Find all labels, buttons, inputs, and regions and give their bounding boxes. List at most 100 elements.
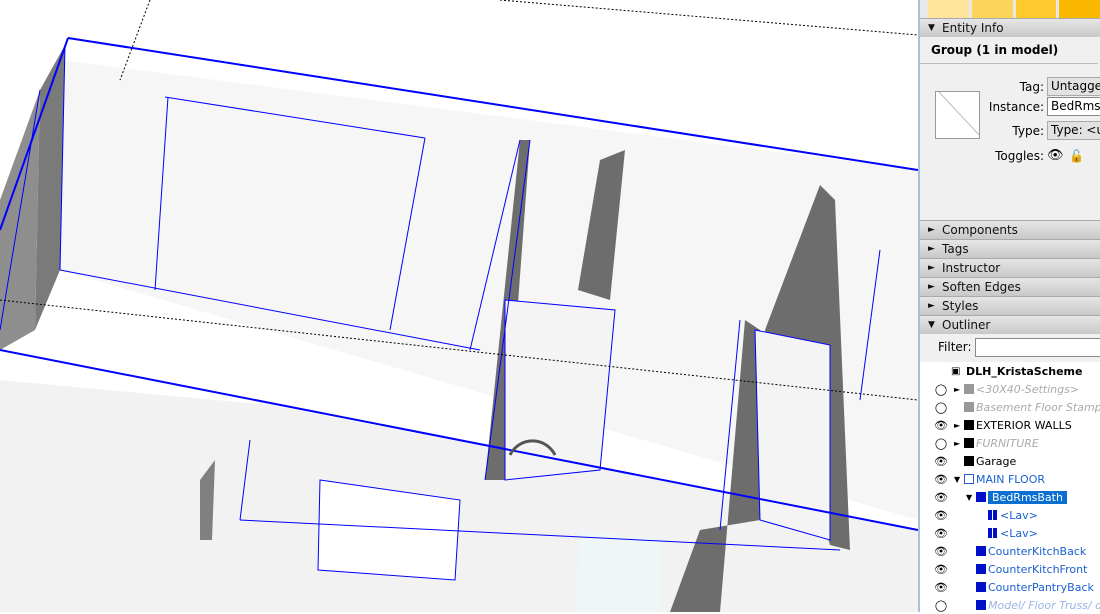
- default-tray: ▼ Entity Info Group (1 in model) Tag: Unta…: [918, 0, 1100, 612]
- outliner-item-label: CounterKitchFront: [988, 562, 1088, 576]
- outliner-item-label: Model/ Floor Truss/ data: [988, 598, 1100, 612]
- model-name: DLH_KristaScheme: [966, 364, 1083, 378]
- instance-label: Instance:: [988, 99, 1044, 114]
- outliner-item[interactable]: ◯ Model/ Floor Truss/ data: [920, 596, 1100, 614]
- type-label: Type:: [1012, 123, 1044, 138]
- swatch[interactable]: [928, 0, 969, 18]
- outliner-item[interactable]: 👁 <Lav>: [920, 506, 1100, 524]
- entity-info-header[interactable]: ▼ Entity Info: [920, 18, 1100, 37]
- tray-components[interactable]: ► Components: [920, 220, 1100, 239]
- expand-triangle-icon: ►: [928, 244, 935, 254]
- outliner-item-label: CounterPantryBack: [988, 580, 1094, 594]
- group-blue-icon: [976, 492, 986, 502]
- group-icon: [964, 456, 974, 466]
- collapsed-triangle-icon[interactable]: ►: [954, 384, 961, 394]
- component-locked-icon: [964, 384, 974, 394]
- model-drawing: [0, 0, 918, 612]
- eye-icon[interactable]: 👁: [934, 526, 948, 540]
- tag-label: Tag:: [1019, 79, 1044, 94]
- tray-tags[interactable]: ► Tags: [920, 239, 1100, 258]
- tray-soften-edges[interactable]: ► Soften Edges: [920, 277, 1100, 296]
- lock-icon[interactable]: 🔓: [1069, 148, 1084, 163]
- tray-title: Soften Edges: [942, 280, 1021, 294]
- expand-triangle-icon: ►: [928, 225, 935, 235]
- eye-icon[interactable]: 👁: [934, 490, 948, 504]
- expand-triangle-icon: ►: [928, 301, 935, 311]
- collapse-triangle-icon: ▼: [928, 23, 935, 33]
- tray-title: Styles: [942, 299, 979, 313]
- outliner-item[interactable]: 👁 ▼ BedRmsBath: [920, 488, 1100, 506]
- eye-icon[interactable]: 👁: [934, 580, 948, 594]
- group-locked-icon: [964, 402, 974, 412]
- eye-icon[interactable]: 👁: [934, 418, 948, 432]
- group-blue-icon: [976, 600, 986, 610]
- toggles-label: Toggles:: [995, 148, 1044, 163]
- outliner-filter: Filter:: [920, 335, 1100, 359]
- outliner-item[interactable]: 👁 CounterKitchBack: [920, 542, 1100, 560]
- outliner-item-label: FURNITURE: [976, 436, 1039, 450]
- outliner-item[interactable]: 👁 CounterPantryBack: [920, 578, 1100, 596]
- outliner-item[interactable]: 👁 CounterKitchFront: [920, 560, 1100, 578]
- eye-hidden-icon[interactable]: ◯: [934, 400, 948, 414]
- tray-instructor[interactable]: ► Instructor: [920, 258, 1100, 277]
- material-thumbnail[interactable]: [935, 91, 980, 139]
- outliner-tree[interactable]: ▣ DLH_KristaScheme ◯ ► <30X40-Settings> ◯ Bas…: [920, 362, 1100, 612]
- outliner-item-label: Basement Floor Stamp: [976, 400, 1100, 414]
- collapse-triangle-icon: ▼: [928, 320, 935, 330]
- type-dropdown[interactable]: Type: <undefined>: [1047, 121, 1100, 140]
- swatch[interactable]: [1015, 0, 1057, 18]
- group-blue-icon: [976, 582, 986, 592]
- expanded-triangle-icon[interactable]: ▼: [966, 492, 973, 502]
- tray-title: Components: [942, 223, 1018, 237]
- collapsed-triangle-icon[interactable]: ►: [954, 438, 961, 448]
- group-icon: [964, 438, 974, 448]
- eye-hidden-icon[interactable]: ◯: [934, 598, 948, 612]
- group-open-icon: [964, 474, 974, 484]
- instance-input[interactable]: BedRmsBath: [1047, 97, 1100, 116]
- eye-icon[interactable]: 👁: [934, 544, 948, 558]
- eye-icon[interactable]: 👁: [934, 508, 948, 522]
- swatch[interactable]: [971, 0, 1013, 18]
- outliner-item[interactable]: 👁 Garage: [920, 452, 1100, 470]
- eye-hidden-icon[interactable]: ◯: [934, 382, 948, 396]
- outliner-item[interactable]: 👁 ▼ MAIN FLOOR: [920, 470, 1100, 488]
- tray-title: Outliner: [942, 318, 991, 332]
- collapsed-triangle-icon[interactable]: ►: [954, 420, 961, 430]
- eye-icon[interactable]: 👁: [934, 454, 948, 468]
- entity-title: Group (1 in model): [920, 37, 1098, 64]
- outliner-model-root[interactable]: ▣ DLH_KristaScheme: [920, 362, 1100, 380]
- outliner-item-label: Garage: [976, 454, 1017, 468]
- component-icon: [988, 528, 998, 538]
- swatch[interactable]: [1059, 0, 1100, 18]
- outliner-item-label: <Lav>: [1000, 526, 1038, 540]
- eye-icon[interactable]: 👁: [934, 472, 948, 486]
- expand-triangle-icon: ►: [928, 263, 935, 273]
- outliner-item-label: <Lav>: [1000, 508, 1038, 522]
- group-blue-icon: [976, 564, 986, 574]
- outliner-item[interactable]: 👁 ► EXTERIOR WALLS: [920, 416, 1100, 434]
- tray-title: Instructor: [942, 261, 1001, 275]
- outliner-item[interactable]: ◯ ► FURNITURE: [920, 434, 1100, 452]
- eye-icon[interactable]: 👁: [934, 562, 948, 576]
- outliner-item-label: CounterKitchBack: [988, 544, 1087, 558]
- group-blue-icon: [976, 546, 986, 556]
- component-icon: [988, 510, 998, 520]
- outliner-item[interactable]: ◯ ► <30X40-Settings>: [920, 380, 1100, 398]
- tray-title: Entity Info: [942, 21, 1004, 35]
- filter-input[interactable]: [974, 337, 1100, 357]
- outliner-item-label: EXTERIOR WALLS: [976, 418, 1072, 432]
- expanded-triangle-icon[interactable]: ▼: [954, 474, 961, 484]
- tag-dropdown[interactable]: Untagged: [1047, 77, 1100, 96]
- tray-title: Tags: [942, 242, 969, 256]
- visibility-eye-icon[interactable]: 👁: [1047, 148, 1064, 163]
- entity-info-panel: Group (1 in model) Tag:Untagged Instance…: [920, 37, 1100, 237]
- outliner-header[interactable]: ▼ Outliner: [920, 315, 1100, 334]
- 3d-viewport[interactable]: [0, 0, 918, 612]
- tray-styles[interactable]: ► Styles: [920, 296, 1100, 315]
- outliner-item-label: MAIN FLOOR: [976, 472, 1046, 486]
- outliner-item-label: <30X40-Settings>: [976, 382, 1080, 396]
- outliner-item[interactable]: 👁 <Lav>: [920, 524, 1100, 542]
- outliner-item[interactable]: ◯ Basement Floor Stamp: [920, 398, 1100, 416]
- material-swatches: [920, 0, 1100, 18]
- eye-hidden-icon[interactable]: ◯: [934, 436, 948, 450]
